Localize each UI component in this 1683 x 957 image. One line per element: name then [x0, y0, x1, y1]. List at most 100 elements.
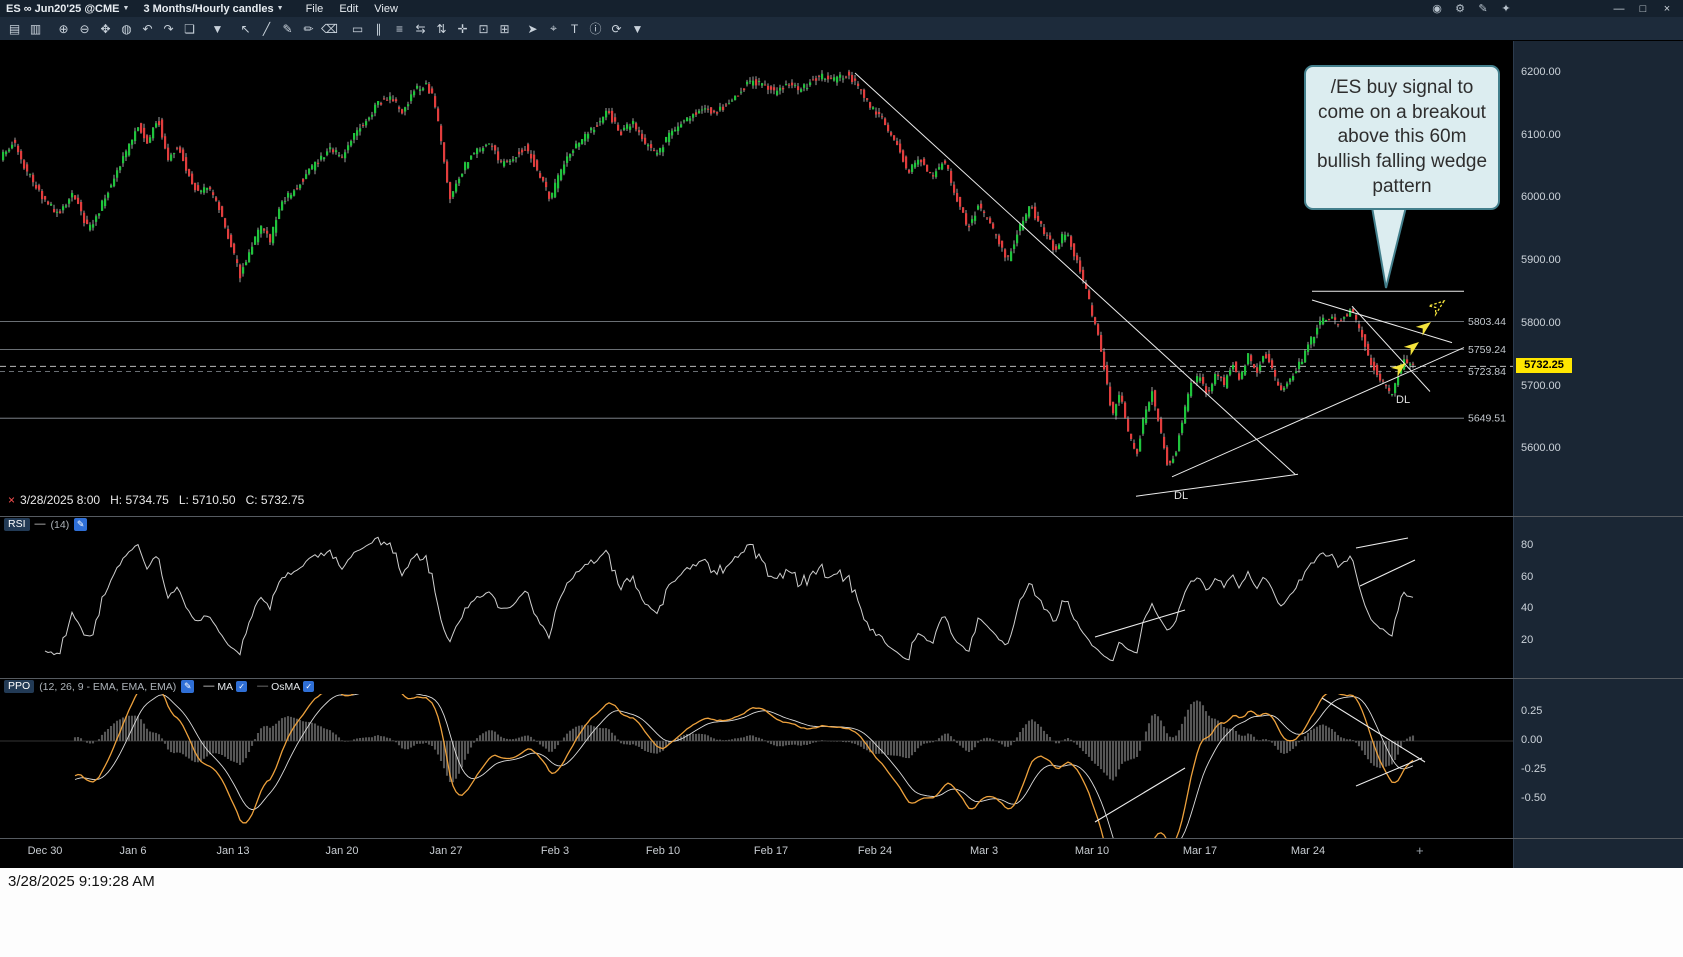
legend-label: MA: [217, 680, 234, 693]
cursor-icon[interactable]: ↖: [240, 21, 251, 36]
time-tick: Feb 24: [857, 845, 893, 857]
close-icon[interactable]: ×: [1663, 2, 1671, 15]
bar-chart-icon[interactable]: ▥: [29, 21, 42, 36]
pane-divider[interactable]: [0, 838, 1683, 839]
ppo-chart[interactable]: [0, 694, 1513, 838]
menu-file[interactable]: File: [305, 2, 324, 15]
timeframe-selector[interactable]: 3 Months/Hourly candles ▼: [143, 3, 283, 15]
minimize-icon[interactable]: —: [1613, 2, 1625, 15]
copy-icon[interactable]: ❏: [184, 21, 195, 36]
svg-text:5803.44: 5803.44: [1468, 316, 1506, 328]
chevron-down-icon: ▼: [276, 5, 284, 12]
svg-text:5723.84: 5723.84: [1468, 366, 1506, 378]
ppo-trendline[interactable]: [1321, 697, 1426, 763]
ppo-tick: 0.25: [1521, 705, 1543, 717]
price-axis[interactable]: 6200.00 6100.00 6000.00 5900.00 5800.00 5700.…: [1513, 41, 1683, 868]
trendline[interactable]: [1171, 347, 1465, 478]
hline-tool-icon[interactable]: ▭: [351, 21, 364, 36]
time-tick: Feb 17: [753, 845, 789, 857]
trendline[interactable]: [1311, 299, 1453, 344]
timeframe-label: 3 Months/Hourly candles: [143, 2, 274, 15]
dropdown-icon[interactable]: ▼: [631, 21, 644, 36]
buy-arrow[interactable]: [1426, 297, 1448, 317]
status-bar: 3/28/2025 9:19:28 AM: [0, 868, 1683, 957]
grid-icon[interactable]: ⊞: [499, 21, 510, 36]
ppo-legend: — MA ✓ — OsMA ✓: [203, 680, 315, 693]
trendline-icon[interactable]: ╱: [262, 21, 271, 36]
osma-checkbox[interactable]: ✓: [303, 681, 315, 692]
trendline[interactable]: [1135, 473, 1299, 497]
price-tick: 6200.00: [1521, 66, 1561, 78]
charts-column: 5803.44 5759.24 5649.51 5723.84 DL DL × 3/28/2…: [0, 41, 1513, 868]
ma-checkbox[interactable]: ✓: [236, 681, 248, 692]
channel-tool-icon[interactable]: ∥: [375, 21, 382, 36]
low-label: L:: [178, 493, 189, 507]
edit-study-icon[interactable]: ✎: [74, 518, 88, 531]
close-value: 5732.75: [260, 493, 305, 507]
buy-arrow[interactable]: [1390, 359, 1410, 377]
snapshot-icon[interactable]: ◉: [1432, 3, 1442, 15]
rsi-trendline[interactable]: [1359, 559, 1416, 587]
ppo-pane[interactable]: PPO (12, 26, 9 - EMA, EMA, EMA) ✎ — MA ✓…: [0, 679, 1513, 838]
rsi-tick: 20: [1521, 634, 1534, 646]
pencil-icon[interactable]: ✎: [282, 21, 293, 36]
undo-icon[interactable]: ↶: [142, 21, 153, 36]
time-tick: Dec 30: [27, 845, 63, 857]
zoom-out-icon[interactable]: ⊖: [79, 21, 90, 36]
time-axis[interactable]: + Dec 30 Jan 6 Jan 13 Jan 20 Jan 27 Feb 3 Feb …: [0, 839, 1513, 868]
chevron-down-icon: ▼: [122, 5, 130, 12]
price-pane[interactable]: 5803.44 5759.24 5649.51 5723.84 DL DL × 3/28/2…: [0, 41, 1513, 516]
candlestick-chart[interactable]: 5803.44 5759.24 5649.51 5723.84 DL DL: [0, 41, 1513, 516]
callout-annotation[interactable]: /ES buy signal to come on a breakout abo…: [1304, 65, 1500, 211]
pin-icon[interactable]: ✦: [1501, 3, 1511, 15]
ppo-trendline[interactable]: [1094, 767, 1186, 823]
pane-divider[interactable]: [0, 516, 1683, 517]
brush-icon[interactable]: ✏: [303, 21, 314, 36]
ppo-study-label[interactable]: PPO: [4, 680, 35, 693]
expand-icon[interactable]: ⊡: [478, 21, 489, 36]
crosshair-icon[interactable]: ✛: [457, 21, 468, 36]
buy-arrow[interactable]: [1415, 318, 1435, 336]
eraser-icon[interactable]: ⌫: [321, 21, 338, 36]
draw-menu-icon[interactable]: ▼: [211, 21, 224, 36]
trendline[interactable]: [854, 72, 1296, 475]
pan-hand-icon[interactable]: ✥: [100, 21, 111, 36]
menu-bar: ES ∞ Jun20'25 @CME ▼ 3 Months/Hourly can…: [0, 0, 1683, 17]
ohlc-status-line: × 3/28/2025 8:00 H: 5734.75 L: 5710.50 C: 57…: [8, 493, 304, 507]
separator: [515, 19, 522, 38]
pointer-icon[interactable]: ➤: [527, 21, 538, 36]
ppo-trendline[interactable]: [1355, 757, 1423, 787]
maximize-icon[interactable]: □: [1639, 2, 1647, 15]
globe-icon[interactable]: ◍: [121, 21, 132, 36]
rsi-trendline[interactable]: [1355, 537, 1409, 549]
pane-divider[interactable]: [0, 678, 1683, 679]
rsi-pane[interactable]: RSI — (14) ✎: [0, 517, 1513, 678]
refresh-icon[interactable]: ⟳: [611, 21, 622, 36]
arrows-ud-icon[interactable]: ⇅: [436, 21, 447, 36]
arrows-lr-icon[interactable]: ⇆: [415, 21, 426, 36]
text-tool-icon[interactable]: T: [570, 21, 579, 36]
zoom-in-icon[interactable]: ⊕: [58, 21, 69, 36]
edit-study-icon[interactable]: ✎: [181, 680, 195, 693]
menu-view[interactable]: View: [374, 2, 398, 15]
fib-tool-icon[interactable]: ≡: [395, 21, 403, 36]
dl-label: DL: [1174, 490, 1188, 502]
buy-arrow[interactable]: [1403, 338, 1423, 356]
ppo-tick: 0.00: [1521, 734, 1543, 746]
separator: [228, 19, 235, 38]
line-swatch: —: [257, 680, 269, 692]
tools-icon[interactable]: ✎: [1478, 3, 1488, 15]
rsi-trendline[interactable]: [1094, 609, 1186, 638]
redo-icon[interactable]: ↷: [163, 21, 174, 36]
rsi-study-label[interactable]: RSI: [4, 518, 30, 531]
menu-edit[interactable]: Edit: [339, 2, 359, 15]
trendline[interactable]: [1351, 305, 1431, 392]
ppo-tick: -0.25: [1521, 763, 1547, 775]
symbol-selector[interactable]: ES ∞ Jun20'25 @CME ▼: [6, 3, 129, 15]
layout-icon[interactable]: ▤: [8, 21, 21, 36]
rsi-chart[interactable]: [0, 532, 1513, 678]
settings-gear-icon[interactable]: ⚙: [1455, 3, 1465, 15]
info-icon[interactable]: ⓘ: [589, 22, 602, 36]
target-icon[interactable]: ⌖: [550, 21, 557, 35]
